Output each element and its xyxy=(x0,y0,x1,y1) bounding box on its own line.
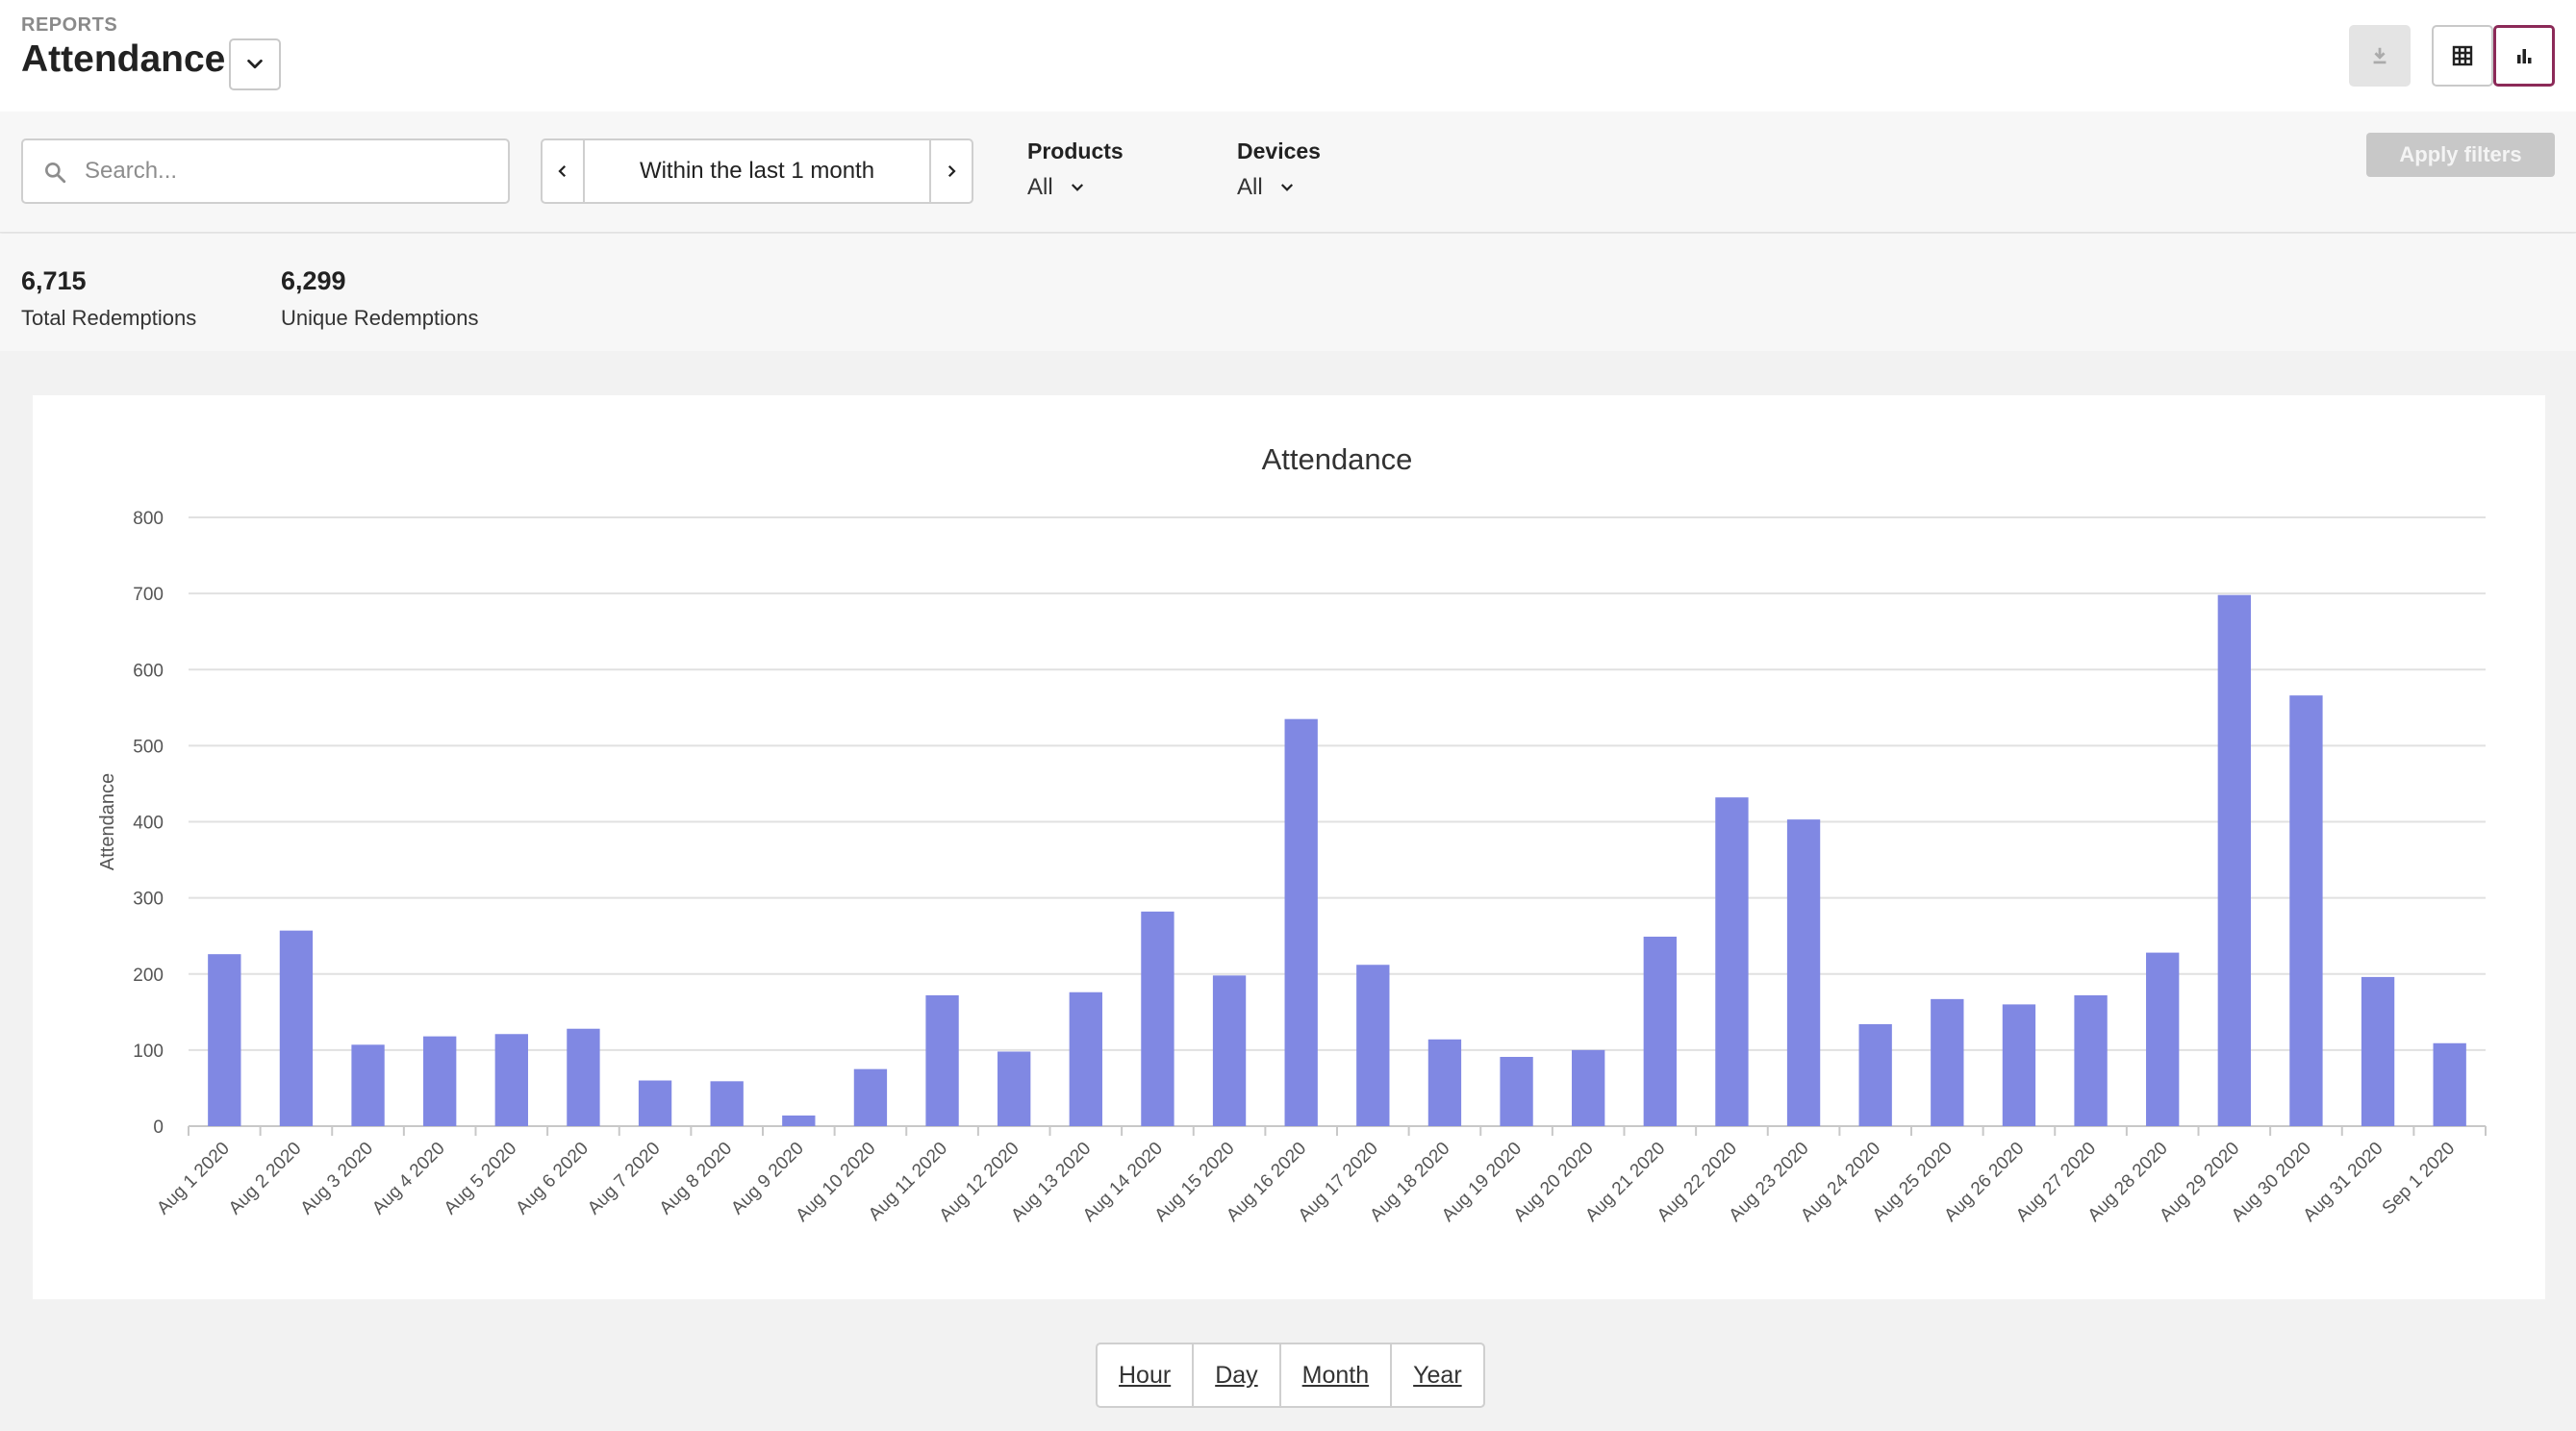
bar xyxy=(782,1115,816,1126)
bar xyxy=(853,1068,888,1126)
bar xyxy=(1786,819,1821,1126)
chart-title: Attendance xyxy=(1262,442,1413,476)
bar xyxy=(925,994,959,1126)
x-tick-label: Aug 4 2020 xyxy=(368,1139,449,1219)
bar xyxy=(1931,998,1964,1126)
granularity-day-button[interactable]: Day xyxy=(1194,1344,1281,1406)
x-tick-label: Aug 7 2020 xyxy=(584,1139,665,1219)
bar xyxy=(2074,994,2108,1126)
page-title: Attendance xyxy=(21,38,226,80)
previous-range-button[interactable] xyxy=(543,140,585,202)
bar xyxy=(1643,936,1677,1126)
y-tick-label: 600 xyxy=(133,661,164,681)
grid-icon xyxy=(2452,45,2473,66)
search-box[interactable] xyxy=(21,138,510,204)
summary-stats: 6,715 Total Redemptions 6,299 Unique Red… xyxy=(0,234,2576,351)
bar xyxy=(1500,1056,1533,1126)
search-icon xyxy=(45,163,66,184)
page-header: REPORTS Attendance xyxy=(0,0,2576,112)
bar xyxy=(279,930,314,1126)
bar xyxy=(1141,911,1174,1126)
next-range-button[interactable] xyxy=(929,140,972,202)
chevron-down-icon xyxy=(1280,184,1293,191)
bar xyxy=(567,1028,600,1126)
y-tick-label: 400 xyxy=(133,814,164,834)
granularity-switcher: Hour Day Month Year xyxy=(1096,1343,1485,1408)
total-redemptions-label: Total Redemptions xyxy=(21,306,197,330)
bar xyxy=(998,1051,1031,1126)
bar xyxy=(1572,1049,1605,1126)
bar xyxy=(1427,1039,1462,1126)
bar xyxy=(208,954,241,1126)
bar xyxy=(1858,1023,1892,1126)
y-tick-label: 0 xyxy=(153,1117,164,1138)
apply-filters-button[interactable]: Apply filters xyxy=(2366,133,2555,177)
attendance-bar-chart: Attendance 0 100 200 300 400 500 600 700 800 Atten… xyxy=(97,442,2487,1226)
bar xyxy=(494,1034,528,1126)
chevron-down-icon xyxy=(1071,184,1083,191)
x-tick-label: Aug 3 2020 xyxy=(297,1139,378,1219)
bar xyxy=(2002,1004,2036,1126)
devices-filter-select[interactable]: All xyxy=(1237,174,1321,201)
devices-filter-label: Devices xyxy=(1237,138,1321,163)
y-tick-label: 500 xyxy=(133,737,164,757)
bar xyxy=(2289,695,2323,1126)
section-eyebrow: REPORTS xyxy=(21,14,118,36)
total-redemptions-stat: 6,715 Total Redemptions xyxy=(21,266,196,331)
report-select-button[interactable] xyxy=(229,38,281,90)
y-tick-label: 700 xyxy=(133,585,164,605)
products-filter[interactable]: Products All xyxy=(1027,138,1124,201)
bar xyxy=(1715,797,1749,1126)
y-axis-label: Attendance xyxy=(97,773,118,870)
bar-chart-icon xyxy=(2517,49,2532,63)
y-tick-label: 300 xyxy=(133,890,164,910)
granularity-hour-button[interactable]: Hour xyxy=(1098,1344,1195,1406)
unique-redemptions-stat: 6,299 Unique Redemptions xyxy=(281,266,478,331)
x-tick-label: Aug 1 2020 xyxy=(153,1139,234,1219)
granularity-month-button[interactable]: Month xyxy=(1281,1344,1393,1406)
products-filter-select[interactable]: All xyxy=(1027,174,1124,201)
date-range-picker: Within the last 1 month xyxy=(541,138,973,204)
chevron-down-icon xyxy=(247,59,263,69)
x-tick-label: Aug 5 2020 xyxy=(441,1139,521,1219)
y-tick-label: 200 xyxy=(133,966,164,986)
bar xyxy=(2217,594,2251,1126)
filter-bar: Within the last 1 month Products All Dev… xyxy=(0,112,2576,233)
download-icon xyxy=(2373,47,2387,64)
x-tick-label: Aug 2 2020 xyxy=(225,1139,306,1219)
bar xyxy=(1284,718,1318,1126)
bar xyxy=(2146,952,2180,1126)
bar xyxy=(2361,976,2395,1126)
devices-filter-value: All xyxy=(1237,174,1263,200)
bar xyxy=(710,1081,744,1126)
chart-card: Attendance 0 100 200 300 400 500 600 700 800 Atten… xyxy=(33,395,2545,1299)
bar xyxy=(1356,965,1390,1126)
chevron-left-icon xyxy=(558,164,567,178)
devices-filter[interactable]: Devices All xyxy=(1237,138,1321,201)
download-button[interactable] xyxy=(2349,25,2411,87)
granularity-year-button[interactable]: Year xyxy=(1413,1361,1462,1389)
total-redemptions-value: 6,715 xyxy=(21,266,87,295)
y-tick-label: 100 xyxy=(133,1042,164,1062)
table-view-button[interactable] xyxy=(2432,25,2493,87)
bar xyxy=(351,1044,385,1126)
chart-view-button[interactable] xyxy=(2493,25,2555,87)
bar xyxy=(2433,1042,2466,1126)
products-filter-value: All xyxy=(1027,174,1053,200)
x-tick-label: Aug 6 2020 xyxy=(512,1139,593,1219)
bar xyxy=(1069,992,1102,1126)
unique-redemptions-value: 6,299 xyxy=(281,266,346,295)
unique-redemptions-label: Unique Redemptions xyxy=(281,306,479,330)
chevron-right-icon xyxy=(947,164,956,178)
x-tick-label: Aug 8 2020 xyxy=(656,1139,737,1219)
products-filter-label: Products xyxy=(1027,138,1124,163)
bar xyxy=(638,1080,672,1126)
bar xyxy=(423,1036,457,1126)
date-range-label[interactable]: Within the last 1 month xyxy=(639,158,875,184)
search-input[interactable] xyxy=(85,152,489,190)
x-tick-label: Sep 1 2020 xyxy=(2379,1139,2460,1219)
bar xyxy=(1212,975,1247,1126)
y-tick-label: 800 xyxy=(133,509,164,529)
